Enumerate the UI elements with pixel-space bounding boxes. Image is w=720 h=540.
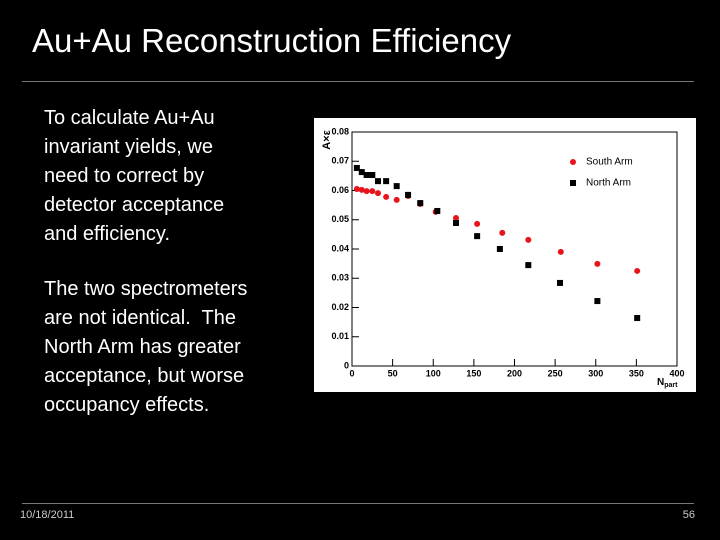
y-tick-label: 0.02 xyxy=(331,302,349,312)
x-tick-label: 250 xyxy=(548,368,563,378)
footer-date: 10/18/2011 xyxy=(20,509,75,521)
point xyxy=(525,236,532,243)
text-line: are not identical. The xyxy=(44,307,236,329)
text-line: acceptance, but worse xyxy=(44,365,245,387)
point xyxy=(375,178,381,185)
y-tick-label: 0.04 xyxy=(331,243,349,253)
point xyxy=(594,298,601,305)
page-number: 56 xyxy=(682,509,695,521)
y-tick-label: 0.03 xyxy=(331,273,349,283)
legend-label: North Arm xyxy=(586,178,631,189)
point xyxy=(499,229,506,236)
point xyxy=(417,200,424,207)
point xyxy=(453,214,459,221)
point xyxy=(634,267,641,274)
point xyxy=(634,315,641,322)
point xyxy=(557,279,563,286)
text-line: and efficiency. xyxy=(44,223,171,245)
point xyxy=(383,178,390,185)
x-axis-label-main: N xyxy=(657,377,664,388)
x-tick-label: 150 xyxy=(466,368,481,378)
point xyxy=(358,186,365,193)
point xyxy=(474,233,481,240)
point xyxy=(353,164,360,171)
x-axis-label-sub: part xyxy=(664,382,678,389)
point xyxy=(525,262,532,269)
point xyxy=(383,193,390,200)
legend-marker xyxy=(570,159,576,165)
point xyxy=(363,188,370,195)
point xyxy=(594,260,601,267)
point xyxy=(393,183,400,190)
divider xyxy=(22,81,694,82)
x-axis-label: Npart xyxy=(657,377,678,389)
legend-label: South Arm xyxy=(586,157,633,168)
point xyxy=(434,207,441,214)
y-tick-label: 0.05 xyxy=(331,214,349,224)
x-tick-label: 100 xyxy=(426,368,441,378)
legend-marker xyxy=(570,180,576,186)
point xyxy=(557,248,564,255)
point xyxy=(358,169,365,176)
point xyxy=(369,171,376,178)
x-tick-label: 200 xyxy=(507,368,522,378)
paragraph: The two spectrometers are not identical. … xyxy=(44,275,247,420)
point xyxy=(496,246,503,252)
y-tick-label: 0 xyxy=(344,360,349,370)
y-tick-label: 0.07 xyxy=(331,156,349,166)
point xyxy=(474,220,481,227)
text-line: occupancy effects. xyxy=(44,394,210,416)
text-line: need to correct by xyxy=(44,165,205,187)
point xyxy=(393,196,400,203)
chart-background xyxy=(314,118,696,392)
point xyxy=(405,191,412,198)
divider xyxy=(22,503,694,504)
text-line: To calculate Au+Au xyxy=(44,107,215,129)
x-tick-label: 400 xyxy=(669,368,684,378)
y-axis-label: A×ε xyxy=(321,129,333,149)
point xyxy=(363,171,370,178)
x-tick-label: 350 xyxy=(629,368,644,378)
point xyxy=(453,219,459,226)
y-tick-label: 0.08 xyxy=(331,126,349,136)
paragraph: To calculate Au+Au invariant yields, we ne… xyxy=(44,104,224,249)
x-tick-label: 0 xyxy=(349,368,354,378)
x-tick-label: 300 xyxy=(588,368,603,378)
point xyxy=(353,186,360,193)
point xyxy=(375,190,381,197)
text-line: invariant yields, we xyxy=(44,136,213,158)
point xyxy=(369,188,376,195)
slide-title: Au+Au Reconstruction Efficiency xyxy=(32,22,512,59)
y-tick-label: 0.06 xyxy=(331,185,349,195)
text-line: The two spectrometers xyxy=(44,278,248,300)
y-tick-label: 0.01 xyxy=(331,331,349,341)
text-line: North Arm has greater xyxy=(44,336,241,358)
text-line: detector acceptance xyxy=(44,194,225,216)
x-tick-label: 50 xyxy=(388,368,398,378)
